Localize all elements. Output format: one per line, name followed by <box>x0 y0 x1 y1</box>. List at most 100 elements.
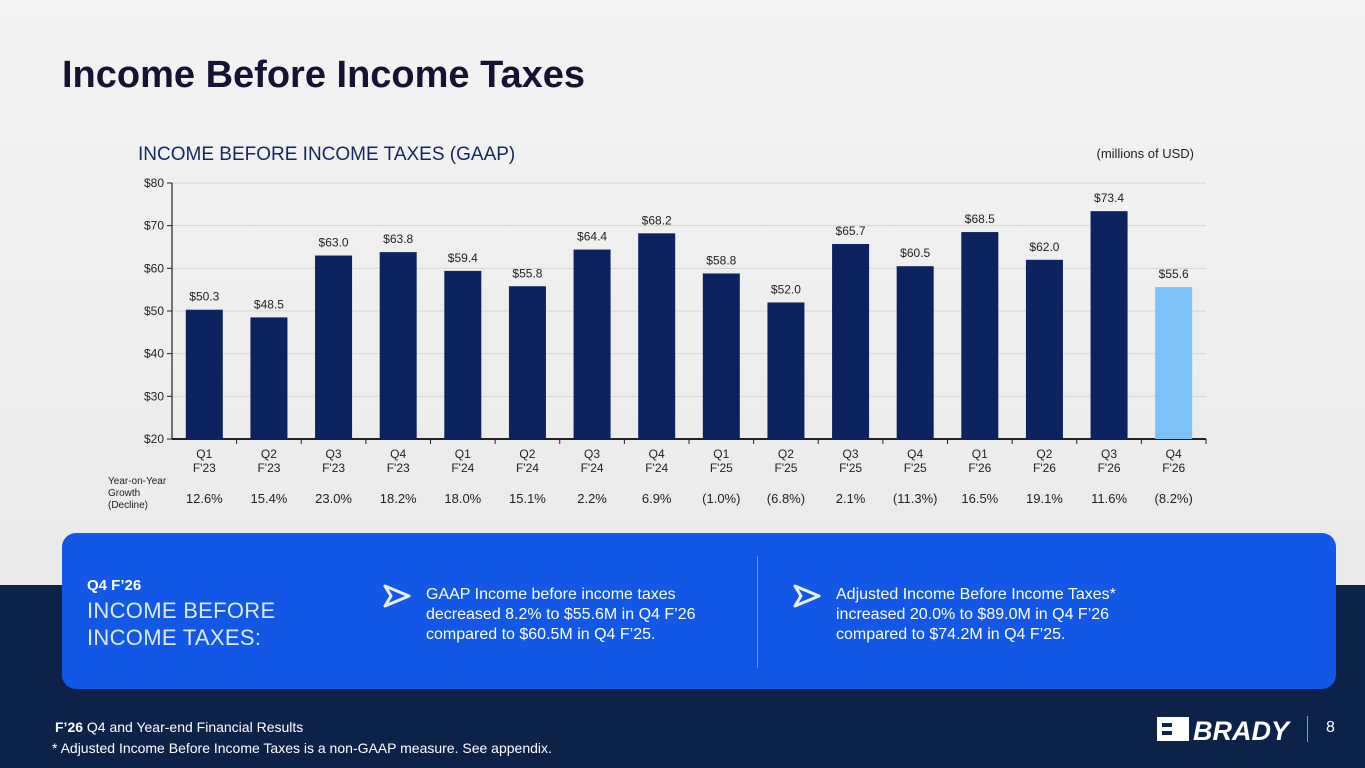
bar <box>508 286 546 439</box>
callout-divider <box>757 556 758 668</box>
x-tick-label-quarter: Q1 <box>972 447 988 461</box>
x-tick-label-quarter: Q4 <box>649 447 665 461</box>
x-tick-label-year: F'25 <box>774 461 797 475</box>
growth-value: (6.8%) <box>767 491 805 506</box>
x-tick-label-year: F'23 <box>193 461 216 475</box>
play-arrow-icon <box>383 584 411 608</box>
y-tick-label: $50 <box>144 304 164 318</box>
x-tick-label-quarter: Q2 <box>1036 447 1052 461</box>
x-tick-label-quarter: Q3 <box>326 447 342 461</box>
bar <box>961 232 999 439</box>
x-tick-label-year: F'26 <box>1033 461 1056 475</box>
bar-value-label: $55.8 <box>512 266 542 280</box>
growth-value: (11.3%) <box>893 491 938 506</box>
bar-value-label: $58.8 <box>706 253 736 267</box>
growth-value: 19.1% <box>1026 491 1063 506</box>
bar <box>379 252 417 439</box>
page-separator <box>1307 716 1308 742</box>
page-title: Income Before Income Taxes <box>62 54 586 96</box>
bar <box>185 309 223 439</box>
x-tick-label-year: F'24 <box>451 461 474 475</box>
bar <box>1155 287 1193 439</box>
y-tick-label: $30 <box>144 389 164 403</box>
callout-quarter: Q4 F’26 <box>87 577 142 594</box>
growth-value: 15.1% <box>509 491 546 506</box>
x-tick-label-year: F'26 <box>1098 461 1121 475</box>
y-tick-label: $80 <box>144 176 164 190</box>
x-tick-label-year: F'26 <box>968 461 991 475</box>
x-tick-label-quarter: Q2 <box>778 447 794 461</box>
callout-panel: Q4 F’26 INCOME BEFORE INCOME TAXES: GAAP… <box>62 533 1336 689</box>
x-tick-label-quarter: Q4 <box>1166 447 1182 461</box>
bar <box>702 273 740 439</box>
growth-value: (8.2%) <box>1155 491 1193 506</box>
bar-value-label: $52.0 <box>771 282 801 296</box>
bar-value-label: $73.4 <box>1094 191 1124 205</box>
growth-value: 23.0% <box>315 491 352 506</box>
bar-value-label: $48.5 <box>254 297 284 311</box>
bar-value-label: $68.5 <box>965 212 995 226</box>
x-tick-label-year: F'26 <box>1162 461 1185 475</box>
bar <box>638 233 676 439</box>
footer-period-year: F’26 <box>55 719 84 735</box>
bar <box>767 302 805 439</box>
bar <box>1025 259 1063 439</box>
y-tick-label: $70 <box>144 219 164 233</box>
bar-value-label: $64.4 <box>577 230 607 244</box>
x-tick-label-quarter: Q1 <box>455 447 471 461</box>
bar-value-label: $65.7 <box>836 224 866 238</box>
growth-value: 16.5% <box>961 491 998 506</box>
callout-point-adjusted: Adjusted Income Before Income Taxes* inc… <box>836 586 1116 643</box>
growth-value: 18.2% <box>380 491 417 506</box>
footer-note: * Adjusted Income Before Income Taxes is… <box>52 740 552 756</box>
bar <box>896 266 934 439</box>
x-tick-label-year: F'23 <box>322 461 345 475</box>
callout-point-gaap: GAAP Income before income taxes decrease… <box>426 586 696 643</box>
x-tick-label-year: F'25 <box>710 461 733 475</box>
bar-value-label: $68.2 <box>642 213 672 227</box>
x-tick-label-quarter: Q4 <box>907 447 923 461</box>
x-tick-label-year: F'23 <box>257 461 280 475</box>
callout-heading: INCOME BEFORE INCOME TAXES: <box>87 598 276 650</box>
bar-value-label: $50.3 <box>189 290 219 304</box>
units-label: (millions of USD) <box>1096 146 1194 161</box>
brady-logo: BRADY <box>1157 716 1292 745</box>
x-tick-label-quarter: Q3 <box>584 447 600 461</box>
bar-value-label: $62.0 <box>1029 240 1059 254</box>
x-tick-label-year: F'23 <box>387 461 410 475</box>
footer-period-text: Q4 and Year-end Financial Results <box>83 719 304 735</box>
growth-value: 2.1% <box>836 491 866 506</box>
x-tick-label-quarter: Q4 <box>390 447 406 461</box>
x-tick-label-quarter: Q1 <box>196 447 212 461</box>
growth-value: 6.9% <box>642 491 672 506</box>
footer-period: F’26 Q4 and Year-end Financial Results <box>55 719 303 735</box>
x-tick-label-year: F'24 <box>581 461 604 475</box>
bar <box>250 317 288 439</box>
growth-row-label: Year-on-Year Growth (Decline) <box>108 476 167 511</box>
x-tick-label-quarter: Q3 <box>1101 447 1117 461</box>
x-tick-label-year: F'24 <box>516 461 539 475</box>
bar-chart: $20$30$40$50$60$70$80$50.3Q1F'2312.6%$48… <box>144 176 1207 506</box>
growth-value: 18.0% <box>444 491 481 506</box>
growth-value: 2.2% <box>577 491 607 506</box>
bar <box>444 270 482 439</box>
bar <box>832 244 870 439</box>
bar-value-label: $59.4 <box>448 251 478 265</box>
bar-value-label: $60.5 <box>900 246 930 260</box>
x-tick-label-year: F'25 <box>904 461 927 475</box>
bar <box>1090 211 1128 439</box>
bar <box>315 255 353 439</box>
y-tick-label: $20 <box>144 432 164 446</box>
x-tick-label-quarter: Q2 <box>261 447 277 461</box>
growth-value: (1.0%) <box>702 491 740 506</box>
bar-value-label: $63.8 <box>383 232 413 246</box>
y-tick-label: $60 <box>144 261 164 275</box>
y-tick-label: $40 <box>144 347 164 361</box>
logo-text: BRADY <box>1193 716 1292 745</box>
bar-value-label: $55.6 <box>1159 267 1189 281</box>
growth-value: 11.6% <box>1091 491 1127 506</box>
play-arrow-icon <box>793 584 821 608</box>
bar <box>573 249 611 439</box>
bar-value-label: $63.0 <box>319 236 349 250</box>
x-tick-label-quarter: Q1 <box>713 447 729 461</box>
